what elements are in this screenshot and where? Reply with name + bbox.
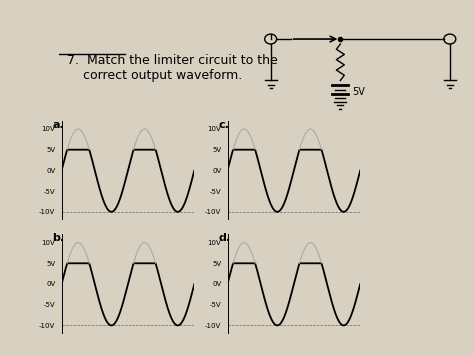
Text: c.: c.: [218, 120, 229, 130]
Text: 5V: 5V: [352, 87, 365, 97]
Text: 7.  Match the limiter circuit to the
    correct output waveform.: 7. Match the limiter circuit to the corr…: [66, 54, 277, 82]
Text: b.: b.: [52, 233, 64, 244]
Text: a.: a.: [52, 120, 64, 130]
Text: d.: d.: [218, 233, 230, 244]
